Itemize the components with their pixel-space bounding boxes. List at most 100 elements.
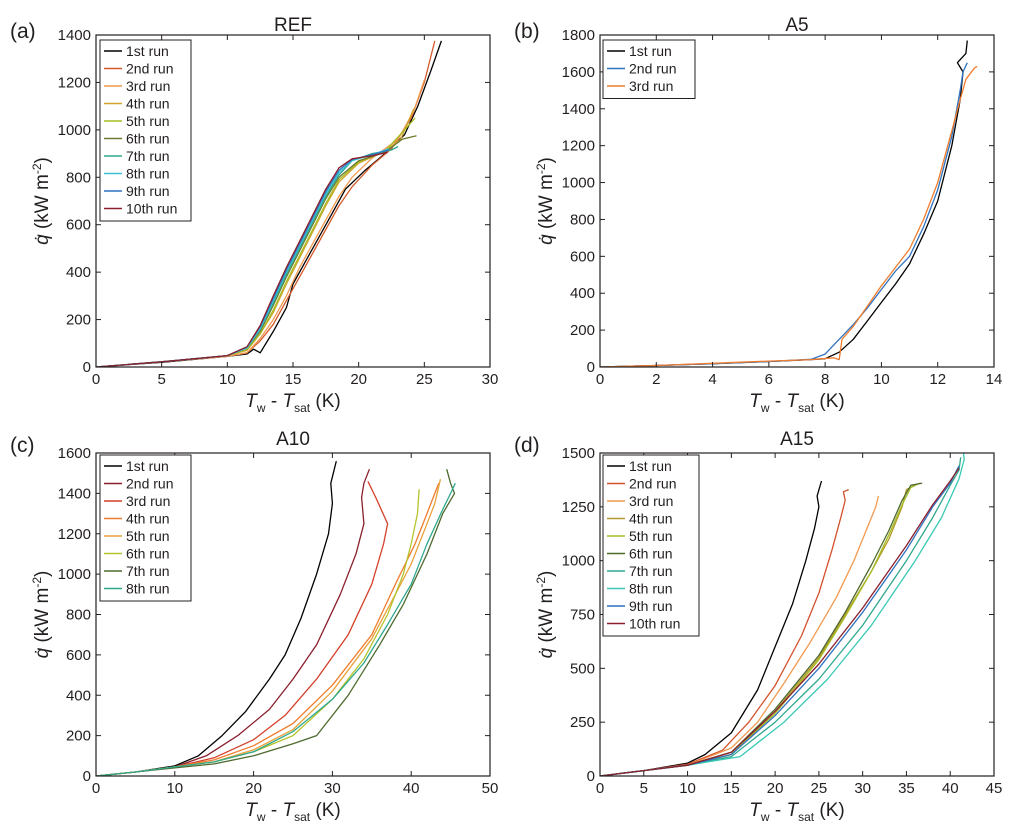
legend-label: 3rd run — [629, 78, 673, 94]
series-line-2 — [600, 62, 968, 367]
y-tick-label: 1000 — [562, 175, 595, 192]
panel-0: 0 5 10 15 20 25 30 0 200 400 600 800 1000 1200 1400 REF… — [10, 15, 498, 415]
x-axis-label-part: T — [786, 391, 799, 412]
x-tick-label: 30 — [854, 780, 871, 797]
legend-label: 2nd run — [629, 476, 676, 492]
x-tick-label: 12 — [929, 371, 946, 388]
x-axis-label-part: T — [786, 800, 799, 821]
legend-label: 1st run — [629, 458, 672, 474]
series-line-1 — [600, 480, 823, 776]
x-axis-label-part: - — [770, 391, 787, 412]
x-tick-label: 20 — [767, 780, 784, 797]
y-tick-label: 1250 — [562, 499, 595, 516]
y-axis-label-part: -2 — [534, 163, 548, 174]
legend-label: 7th run — [126, 563, 170, 579]
series-line-1 — [96, 460, 337, 776]
y-tick-label: 400 — [66, 264, 91, 281]
legend-label: 3rd run — [126, 78, 170, 94]
legend-label: 8th run — [629, 581, 673, 597]
x-axis-label-part: (K) — [310, 800, 341, 821]
legend-label: 4th run — [126, 511, 170, 527]
legend-label: 7th run — [126, 148, 170, 164]
x-tick-label: 8 — [821, 371, 829, 388]
legend-label: 8th run — [126, 581, 170, 597]
y-axis-label-part: q̇ — [32, 234, 53, 245]
legend-label: 2nd run — [126, 61, 173, 77]
x-axis-label-part: T — [749, 800, 762, 821]
y-tick-label: 1200 — [58, 526, 91, 543]
y-tick-label: 1600 — [58, 445, 91, 462]
panel-title: REF — [274, 15, 312, 36]
panel-title: A5 — [785, 15, 808, 36]
x-tick-label: 2 — [652, 371, 660, 388]
x-tick-label: 0 — [596, 780, 604, 797]
x-tick-label: 0 — [92, 780, 100, 797]
y-tick-label: 600 — [66, 217, 91, 234]
x-axis-label: Tw - Tsat (K) — [245, 391, 340, 415]
y-tick-label: 600 — [66, 647, 91, 664]
panel-label: (a) — [10, 20, 36, 43]
panel-3: 0 5 10 15 20 25 30 35 40 45 0 250 500 750 1000 1250 1500… — [514, 429, 1002, 824]
y-axis-label-part: ) — [32, 571, 53, 577]
y-tick-label: 200 — [66, 728, 91, 745]
x-axis-label-part: (K) — [814, 391, 845, 412]
panel-label: (c) — [10, 434, 35, 457]
y-axis-label-part: (kW m — [536, 588, 557, 648]
y-tick-label: 1600 — [562, 64, 595, 81]
x-axis-label-part: - — [770, 800, 787, 821]
y-axis-label-part: -2 — [30, 577, 44, 588]
x-tick-label: 10 — [873, 371, 890, 388]
y-axis-label-part: ) — [32, 157, 53, 163]
y-tick-label: 800 — [570, 211, 595, 228]
x-tick-label: 45 — [986, 780, 1003, 797]
series-line-7 — [96, 469, 456, 776]
y-tick-label: 0 — [587, 359, 595, 376]
x-tick-label: 5 — [157, 371, 165, 388]
legend-box — [99, 454, 192, 602]
x-axis-label: Tw - Tsat (K) — [749, 800, 844, 824]
x-tick-label: 20 — [350, 371, 367, 388]
x-tick-label: 0 — [596, 371, 604, 388]
y-axis-label-part: q̇ — [32, 647, 53, 658]
legend-label: 9th run — [629, 598, 673, 614]
panel-title: A15 — [780, 429, 814, 450]
x-tick-label: 30 — [482, 371, 499, 388]
panel-label: (b) — [514, 20, 540, 43]
y-axis-label: q̇ (kW m-2) — [534, 571, 557, 659]
x-axis-label-part: w — [760, 401, 770, 415]
y-tick-label: 1200 — [58, 74, 91, 91]
y-tick-label: 800 — [66, 169, 91, 186]
y-tick-label: 600 — [570, 248, 595, 265]
axes-frame — [599, 34, 995, 368]
y-axis-label-part: q̇ — [536, 234, 557, 245]
x-tick-label: 15 — [723, 780, 740, 797]
y-axis-label-part: ) — [536, 571, 557, 577]
x-tick-label: 50 — [482, 780, 499, 797]
legend-label: 6th run — [629, 546, 673, 562]
legend-label: 10th run — [629, 616, 680, 632]
x-axis-label-part: w — [760, 810, 770, 824]
x-axis-label: Tw - Tsat (K) — [749, 391, 844, 415]
x-tick-label: 15 — [285, 371, 302, 388]
x-tick-label: 10 — [679, 780, 696, 797]
legend-label: 5th run — [126, 528, 170, 544]
panel-2: 0 10 20 30 40 50 0 200 400 600 800 1000 1200 1400 1600… — [10, 429, 498, 824]
x-axis-label-part: T — [245, 391, 258, 412]
legend-label: 4th run — [629, 511, 673, 527]
x-tick-label: 20 — [245, 780, 262, 797]
series-group — [96, 460, 456, 776]
legend-label: 6th run — [126, 546, 170, 562]
y-axis-label: q̇ (kW m-2) — [30, 157, 53, 245]
legend-label: 1st run — [126, 43, 169, 59]
legend-label: 7th run — [629, 563, 673, 579]
y-tick-label: 400 — [570, 285, 595, 302]
legend-label: 6th run — [126, 131, 170, 147]
x-axis-label-part: T — [282, 391, 295, 412]
series-line-3 — [600, 65, 978, 367]
y-tick-label: 800 — [66, 607, 91, 624]
x-tick-label: 25 — [811, 780, 828, 797]
y-tick-label: 400 — [66, 687, 91, 704]
series-group — [600, 40, 978, 367]
y-tick-label: 750 — [570, 607, 595, 624]
